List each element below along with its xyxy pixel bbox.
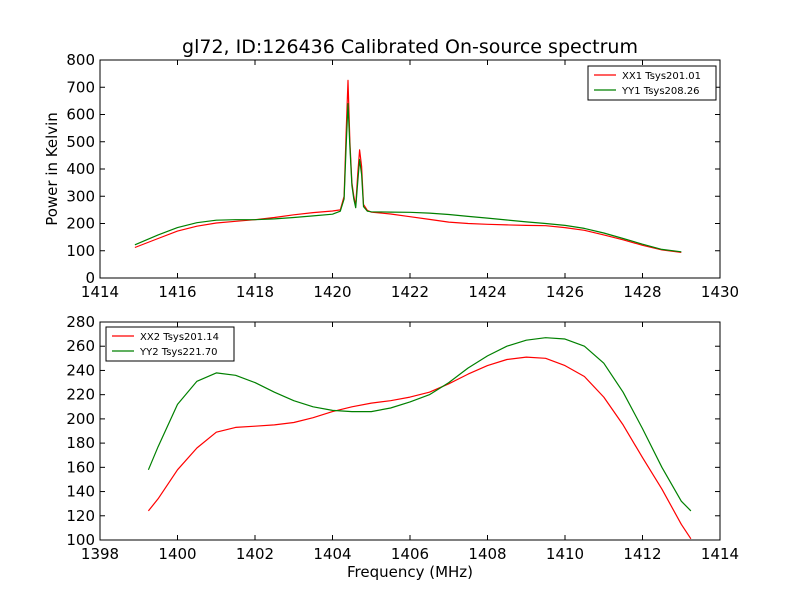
x-tick-label: 1402 — [236, 545, 274, 563]
x-tick-label: 1416 — [158, 283, 196, 301]
x-tick-label: 1426 — [546, 283, 584, 301]
y-tick-label: 220 — [66, 386, 95, 404]
bottom-chart: 1398 1400 1402 1404 1406 1408 1410 1412 1414 100 1… — [66, 313, 739, 581]
series-line-1-0 — [147, 356, 692, 540]
x-tick-label: 1428 — [623, 283, 661, 301]
y-tick-label: 100 — [66, 242, 95, 260]
x-tick-label: 1412 — [623, 545, 661, 563]
x-tick-label: 1414 — [701, 545, 739, 563]
x-tick-label: 1410 — [546, 545, 584, 563]
y-tick-label: 200 — [66, 410, 95, 428]
y-tick-label: 260 — [66, 337, 95, 355]
legend-entry: XX1 Tsys201.01 — [622, 71, 701, 82]
x-tick-label: 1414 — [81, 283, 119, 301]
series-line-1-1 — [147, 337, 692, 512]
y-tick-label: 700 — [66, 78, 95, 96]
y-tick-label: 140 — [66, 483, 95, 501]
y-tick-label: 180 — [66, 434, 95, 452]
x-tick-label: 1406 — [391, 545, 429, 563]
x-tick-label: 1420 — [313, 283, 351, 301]
series-line-0-0 — [134, 79, 682, 253]
x-tick-label: 1400 — [158, 545, 196, 563]
y-tick-label: 100 — [66, 531, 95, 549]
x-tick-label: 1418 — [236, 283, 274, 301]
x-tick-label: 1408 — [468, 545, 506, 563]
y-tick-label: 500 — [66, 133, 95, 151]
y-tick-label: 280 — [66, 313, 95, 331]
figure-title: gl72, ID:126436 Calibrated On-source spe… — [182, 36, 638, 58]
x-tick-label: 1404 — [313, 545, 351, 563]
legend-box — [587, 65, 717, 101]
legend-box — [105, 326, 235, 362]
legend-entry: YY1 Tsys208.26 — [621, 86, 700, 97]
x-tick-label: 1422 — [391, 283, 429, 301]
y-tick-label: 160 — [66, 458, 95, 476]
y-tick-label: 0 — [85, 269, 95, 287]
series-line-0-1 — [134, 102, 682, 253]
y-tick-label: 200 — [66, 215, 95, 233]
y-tick-label: 800 — [66, 51, 95, 69]
x-axis-label: Frequency (MHz) — [347, 563, 473, 581]
x-tick-label: 1398 — [81, 545, 119, 563]
y-tick-label: 300 — [66, 187, 95, 205]
y-axis-label: Power in Kelvin — [43, 112, 61, 226]
x-tick-label: 1430 — [701, 283, 739, 301]
legend-entry: YY2 Tsys221.70 — [139, 347, 218, 358]
x-tick-label: 1424 — [468, 283, 506, 301]
y-tick-label: 120 — [66, 507, 95, 525]
y-tick-label: 240 — [66, 361, 95, 379]
legend-entry: XX2 Tsys201.14 — [140, 332, 219, 343]
y-tick-label: 400 — [66, 160, 95, 178]
y-tick-label: 600 — [66, 106, 95, 124]
top-chart: 1414 1416 1418 1420 1422 1424 1426 1428 1430 0 100… — [43, 51, 739, 301]
